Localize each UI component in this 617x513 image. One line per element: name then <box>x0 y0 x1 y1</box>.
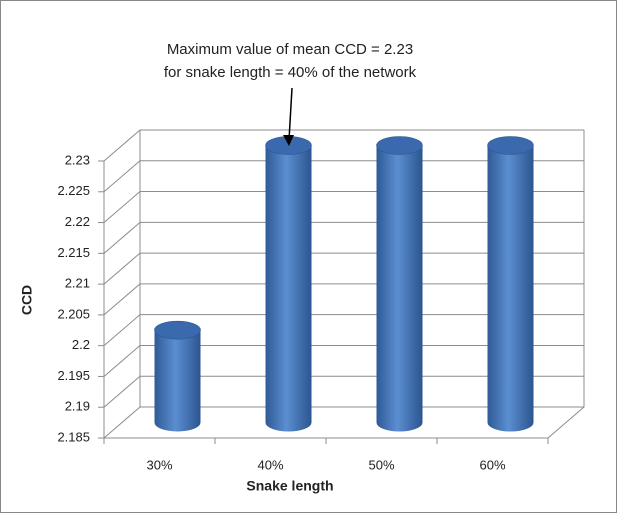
grid-line <box>103 344 584 377</box>
grid-line <box>103 375 584 408</box>
grid-line <box>103 191 584 223</box>
y-tick-label: 2.21 <box>65 276 90 291</box>
grid-line <box>103 252 584 285</box>
y-tick-label: 2.185 <box>57 429 90 444</box>
cylinder-body <box>154 330 201 432</box>
cylinder-top <box>487 136 534 155</box>
y-tick-label: 2.225 <box>57 183 90 198</box>
bar <box>265 136 312 432</box>
bar <box>154 320 201 432</box>
bar <box>487 136 534 432</box>
annotation: Maximum value of mean CCD = 2.23 <box>167 41 413 58</box>
annotation: for snake length = 40% of the network <box>164 64 417 81</box>
bar <box>376 136 423 432</box>
y-axis-label: CCD <box>19 285 35 315</box>
grid-line <box>103 283 584 316</box>
grid-line <box>103 129 584 162</box>
grid-line <box>103 221 584 254</box>
y-tick-label: 2.2 <box>72 337 90 352</box>
cylinder-top <box>154 320 201 340</box>
grid-line <box>103 406 584 439</box>
y-tick-label: 2.23 <box>65 152 90 167</box>
y-tick-label: 2.215 <box>57 245 90 260</box>
y-tick-label: 2.22 <box>65 214 90 229</box>
plot-area: 2.185 2.19 2.195 2.2 2.205 2.21 2.215 2.22 2.225… <box>57 129 585 472</box>
y-tick-label: 2.19 <box>65 399 90 414</box>
cylinder-body <box>487 145 534 432</box>
y-tick-label: 2.195 <box>57 368 90 383</box>
cylinder-body <box>376 145 423 432</box>
cylinder-top <box>376 136 423 155</box>
cylinder-body <box>265 145 312 432</box>
arrow-head <box>283 135 294 146</box>
grid-line <box>103 160 584 193</box>
grid-line <box>103 314 584 347</box>
x-axis-label: Snake length <box>246 478 333 494</box>
x-tick-label: 50% <box>368 457 394 472</box>
x-tick-label: 60% <box>479 457 505 472</box>
y-tick-label: 2.205 <box>57 306 90 321</box>
x-tick-label: 40% <box>257 457 283 472</box>
annotation-arrow <box>288 87 293 141</box>
x-tick-label: 30% <box>146 457 172 472</box>
